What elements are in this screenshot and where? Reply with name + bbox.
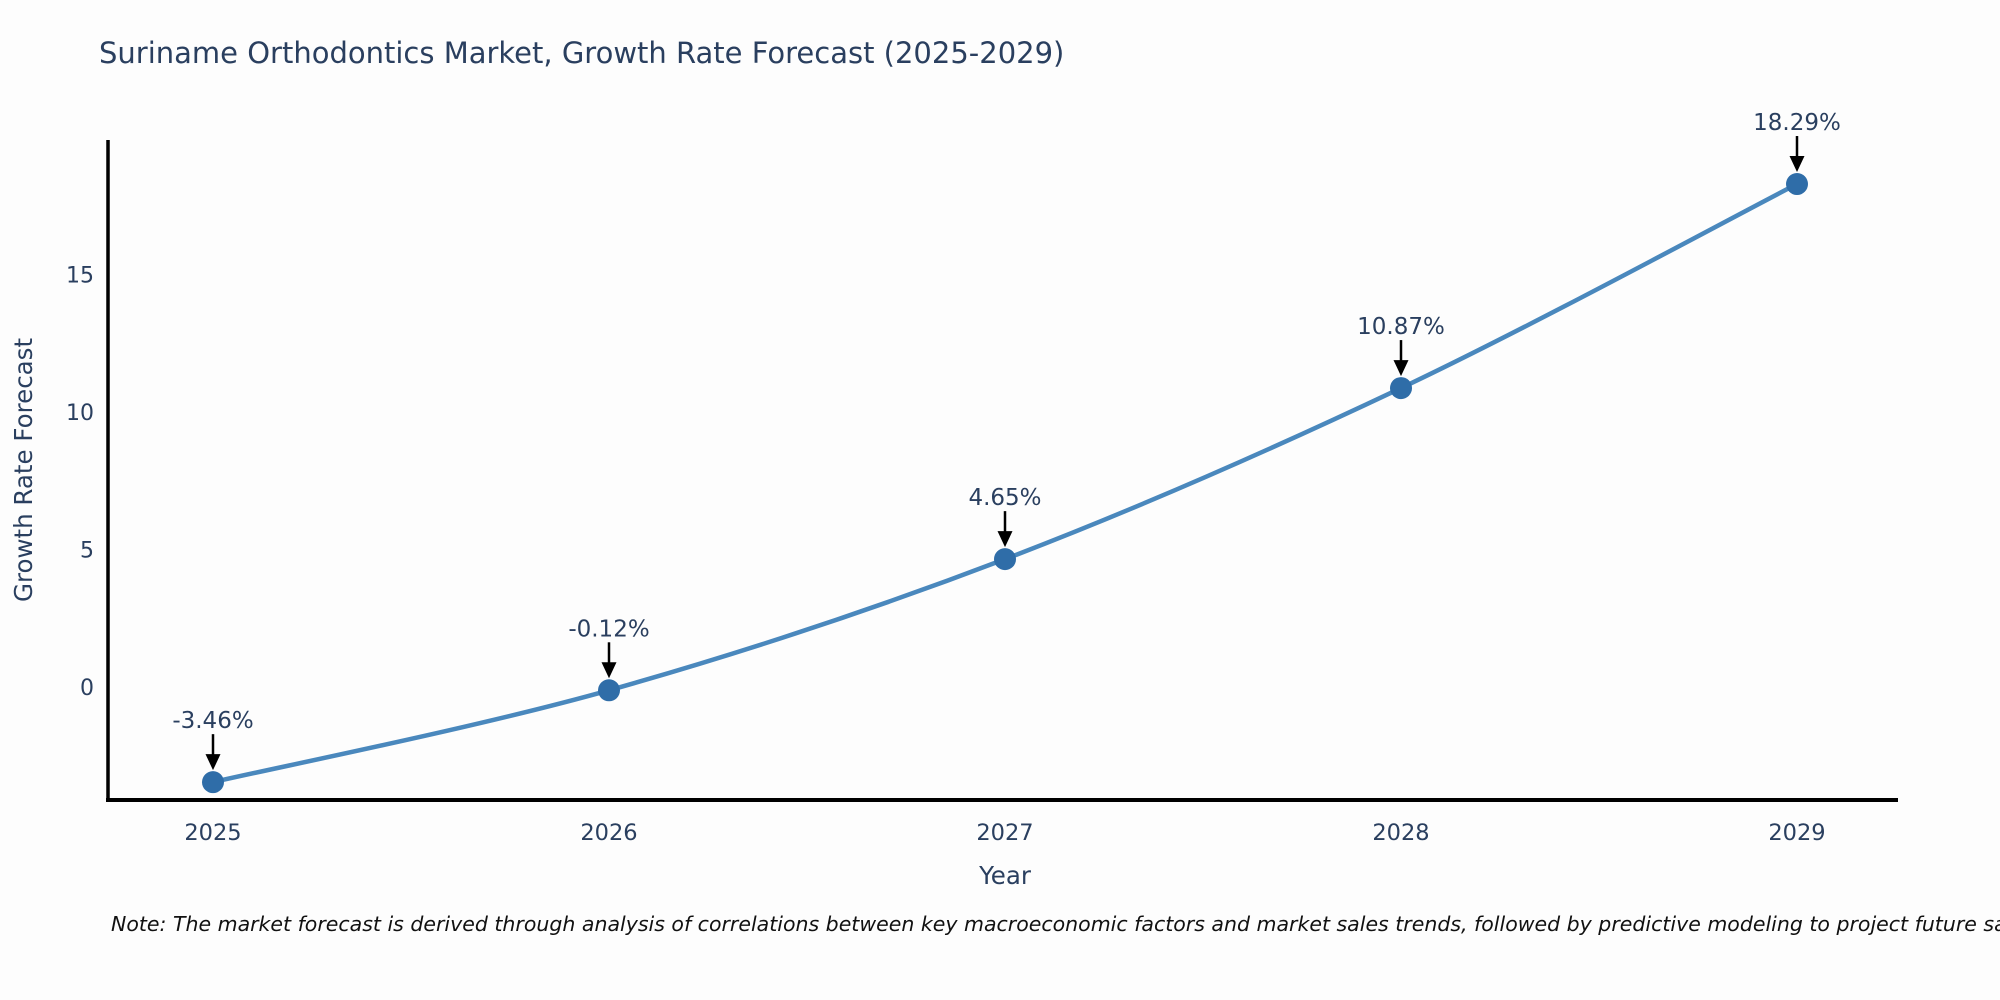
footnote: Note: The market forecast is derived thr…: [111, 912, 2000, 936]
y-tick-label: 15: [66, 264, 94, 289]
annotation-arrow-head: [205, 754, 221, 771]
annotation-arrow-head: [1789, 156, 1805, 173]
data-point-label: 18.29%: [1753, 110, 1841, 136]
data-point-label: -0.12%: [568, 616, 649, 642]
y-tick-label: 10: [66, 401, 94, 426]
data-point-label: -3.46%: [172, 708, 253, 734]
data-point-label: 10.87%: [1357, 314, 1445, 340]
y-axis-title: Growth Rate Forecast: [9, 338, 38, 602]
data-point-label: 4.65%: [968, 485, 1041, 511]
data-point-marker: [1786, 173, 1808, 196]
x-tick-label: 2028: [1372, 820, 1429, 846]
annotation-arrow-head: [1393, 360, 1409, 377]
x-tick-label: 2029: [1768, 820, 1825, 846]
data-point-marker: [598, 679, 620, 702]
data-point-marker: [202, 771, 224, 794]
chart-title: Suriname Orthodontics Market, Growth Rat…: [99, 36, 1065, 70]
annotation-arrow-head: [997, 531, 1013, 548]
x-tick-label: 2025: [184, 820, 241, 846]
y-tick-label: 5: [80, 539, 94, 564]
y-tick-label: 0: [80, 676, 94, 701]
data-point-marker: [994, 548, 1016, 571]
x-axis-title: Year: [978, 861, 1032, 890]
x-tick-label: 2027: [976, 820, 1033, 846]
x-tick-label: 2026: [580, 820, 637, 846]
data-point-marker: [1390, 377, 1412, 400]
annotation-arrow-head: [601, 662, 617, 679]
trend-line: [212, 182, 1799, 785]
